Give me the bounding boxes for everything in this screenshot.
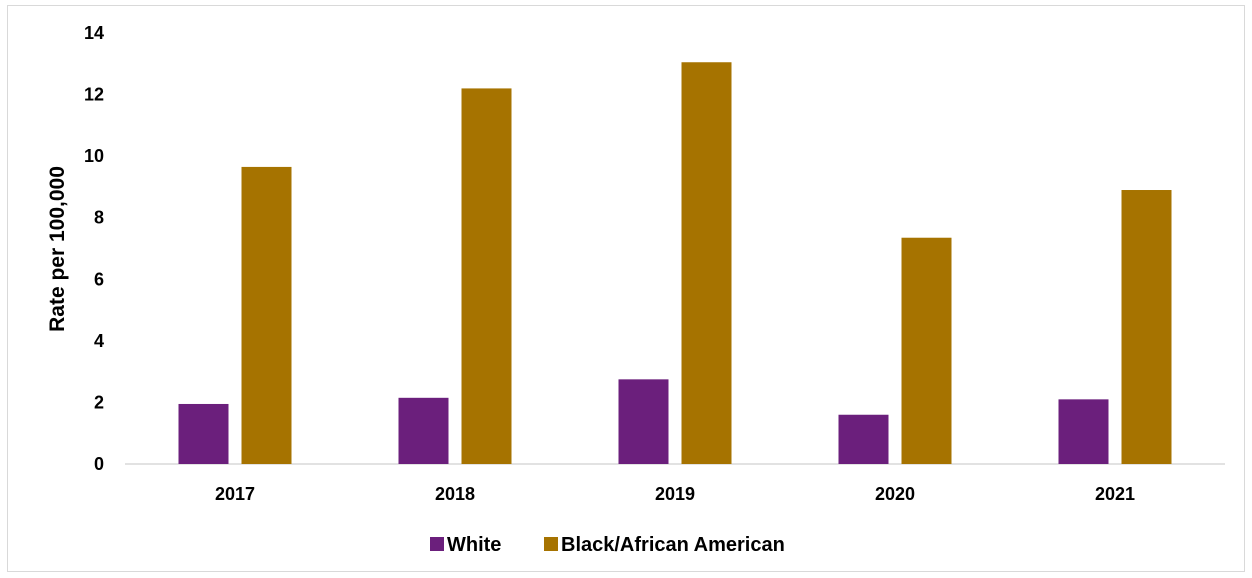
chart-frame [7,5,1245,572]
bar-white-2021 [1058,399,1109,464]
y-tick-label: 4 [94,331,104,351]
y-tick-label: 2 [94,392,104,412]
x-tick-label: 2018 [435,484,475,504]
y-tick-label: 14 [84,23,104,43]
bar-black-african-american-2018 [461,88,512,465]
y-tick-label: 6 [94,269,104,289]
bars [178,62,1172,465]
y-axis-ticks: 0 2 4 6 8 10 12 14 [84,23,104,474]
legend-label: Black/African American [561,534,785,556]
bar-white-2018 [398,397,449,464]
y-tick-label: 10 [84,146,104,166]
y-tick-label: 12 [84,85,104,105]
bar-black-african-american-2019 [681,62,732,464]
bar-white-2019 [618,379,669,464]
x-tick-label: 2020 [875,484,915,504]
y-tick-label: 0 [94,454,104,474]
bar-white-2017 [178,403,229,464]
bar-white-2020 [838,414,889,464]
x-tick-label: 2019 [655,484,695,504]
x-axis-ticks: 2017 2018 2019 2020 2021 [215,484,1135,504]
legend-label: White [447,534,501,556]
legend-swatch [544,537,558,551]
y-tick-label: 8 [94,208,104,228]
y-axis-title: Rate per 100,000 [46,166,69,332]
bar-black-african-american-2017 [241,166,292,465]
bar-black-african-american-2021 [1121,190,1172,464]
legend: White Black/African American [430,534,785,556]
x-tick-label: 2017 [215,484,255,504]
bar-black-african-american-2020 [901,237,952,464]
legend-swatch [430,537,444,551]
x-tick-label: 2021 [1095,484,1135,504]
